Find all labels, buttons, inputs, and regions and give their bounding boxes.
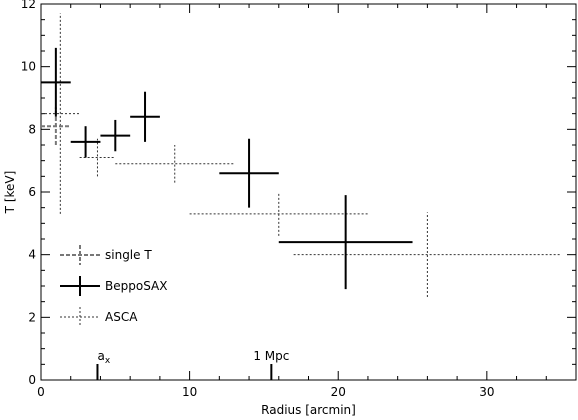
y-tick-label: 4 bbox=[28, 248, 36, 262]
y-tick-label: 6 bbox=[28, 185, 36, 199]
x-tick-label: 20 bbox=[331, 385, 346, 399]
axis-ticks bbox=[40, 3, 577, 381]
data-point bbox=[70, 126, 101, 158]
data-point bbox=[219, 138, 279, 208]
data-point bbox=[130, 91, 160, 142]
annotation-label: 1 Mpc bbox=[253, 349, 289, 363]
legend-item: ASCA bbox=[60, 307, 138, 327]
annotations: ax 1 Mpc bbox=[96, 349, 289, 380]
legend: single T BeppoSAX ASCA bbox=[60, 245, 167, 327]
data-point bbox=[278, 195, 413, 290]
x-tick-label: 30 bbox=[479, 385, 494, 399]
series-bepposax bbox=[41, 47, 413, 290]
data-point bbox=[293, 212, 562, 297]
y-tick-label: 10 bbox=[21, 60, 36, 74]
x-tick-label: 0 bbox=[37, 385, 45, 399]
y-tick-label: 0 bbox=[28, 373, 36, 387]
annotation-label: ax bbox=[97, 349, 110, 366]
data-point bbox=[189, 192, 368, 236]
legend-label: BeppoSAX bbox=[105, 279, 167, 293]
data-point bbox=[115, 145, 235, 183]
y-tick-label: 2 bbox=[28, 310, 36, 324]
y-axis-label: T [keV] bbox=[3, 171, 17, 215]
legend-item: BeppoSAX bbox=[60, 276, 167, 296]
legend-item: single T bbox=[60, 245, 152, 265]
data-point bbox=[41, 47, 71, 117]
data-point bbox=[100, 119, 131, 152]
legend-label: ASCA bbox=[105, 310, 138, 324]
y-tick-label: 12 bbox=[21, 0, 36, 11]
x-tick-label: 10 bbox=[182, 385, 197, 399]
legend-label: single T bbox=[105, 248, 152, 262]
y-tick-label: 8 bbox=[28, 122, 36, 136]
axis-tick-labels: 0 10 20 30 0 2 4 6 8 10 12 bbox=[21, 0, 495, 399]
series-layer bbox=[41, 13, 562, 297]
annotation-subscript: x bbox=[105, 356, 111, 366]
data-point bbox=[41, 13, 80, 214]
x-axis-label: Radius [arcmin] bbox=[261, 403, 356, 417]
